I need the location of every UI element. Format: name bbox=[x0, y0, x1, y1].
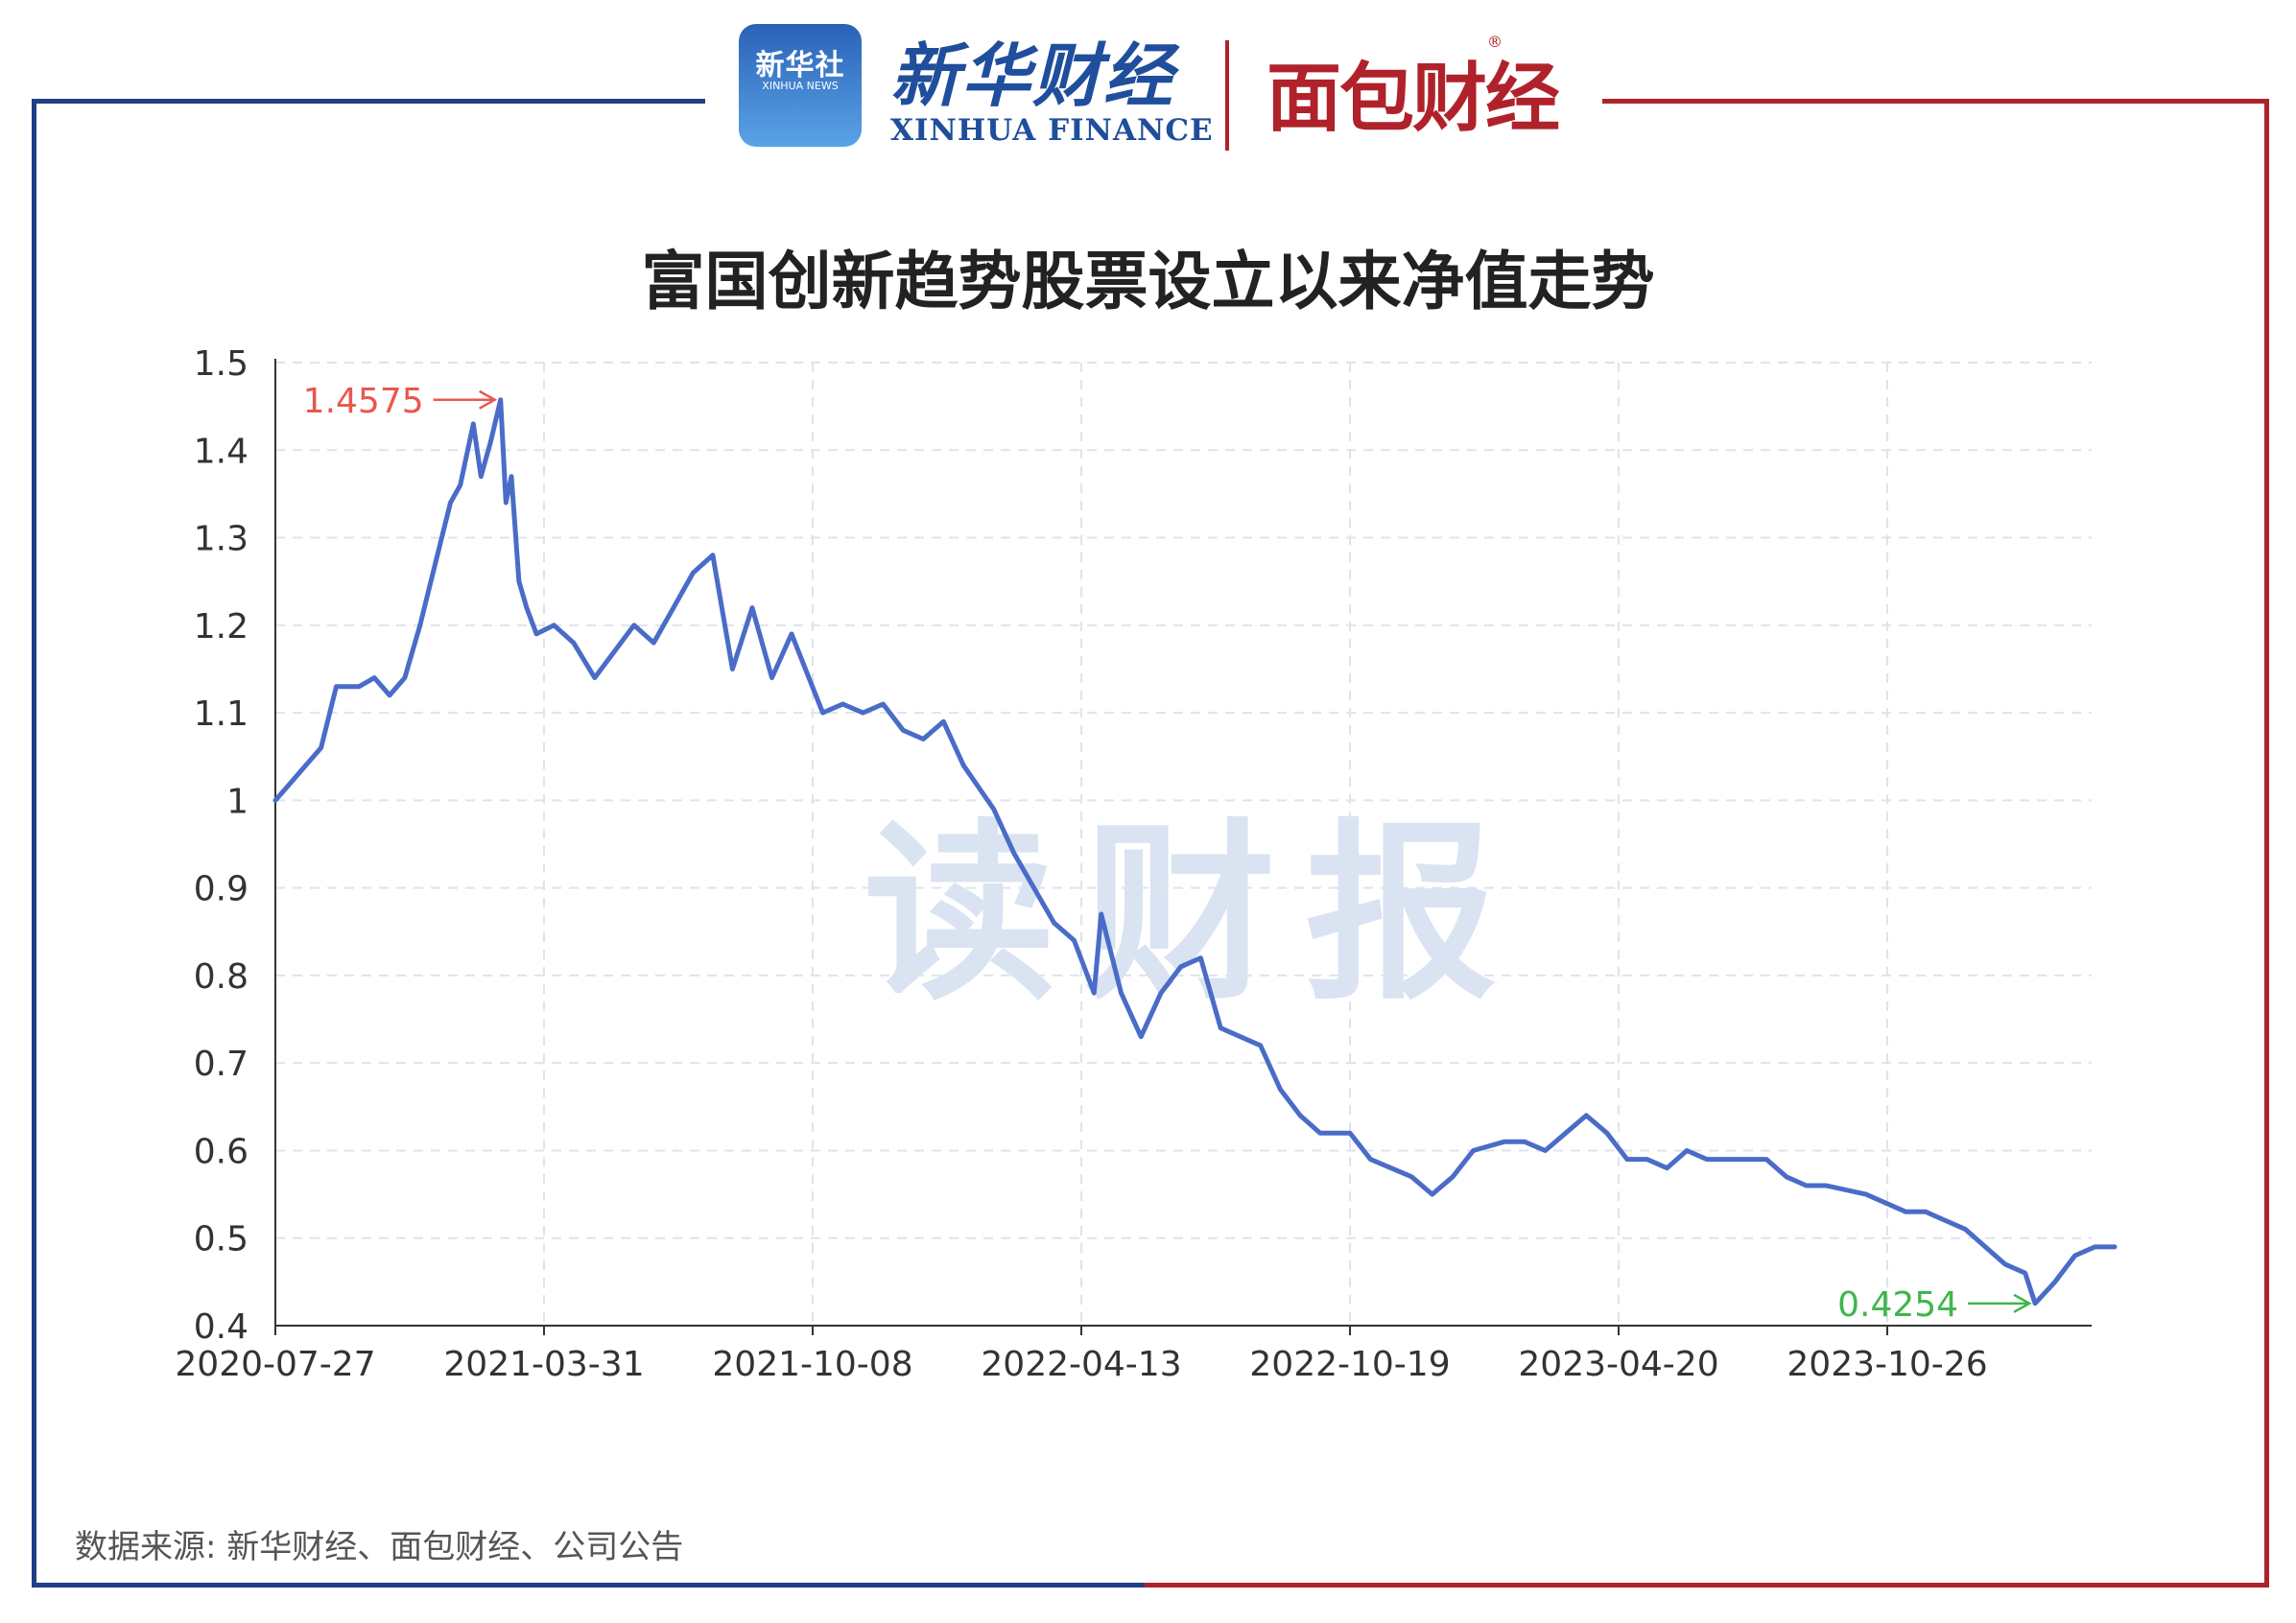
x-tick-label: 2021-10-08 bbox=[712, 1345, 912, 1384]
grid-lines bbox=[275, 362, 2092, 1326]
x-tick-label: 2022-10-19 bbox=[1249, 1345, 1450, 1384]
xinhua-finance-logo-en: XINHUA FINANCE bbox=[890, 113, 1214, 148]
watermark: 读财报 bbox=[864, 803, 1527, 1026]
y-tick-label: 1.5 bbox=[194, 344, 249, 384]
y-tick-label: 0.9 bbox=[194, 870, 249, 909]
xinhua-badge-text: 新华社 bbox=[755, 49, 845, 82]
axes bbox=[274, 359, 2092, 1335]
x-tick-labels: 2020-07-27 2021-03-31 2021-10-08 2022-04-13… bbox=[175, 1345, 1987, 1384]
xinhua-finance-logo-cn: 新华财经 bbox=[890, 35, 1175, 116]
y-tick-label: 0.4 bbox=[194, 1307, 249, 1347]
xinhua-news-logo: 新华社 XINHUA NEWS bbox=[739, 24, 862, 147]
frame-left bbox=[32, 99, 1145, 1588]
nav-series-line bbox=[272, 397, 2118, 1306]
y-tick-labels: 0.4 0.5 0.6 0.7 0.8 0.9 1 1.1 1.2 1.3 1.4 1.5 bbox=[194, 344, 249, 1347]
min-value-label: 0.4254 bbox=[1837, 1285, 1958, 1325]
max-arrow-head bbox=[479, 389, 498, 410]
frame-right bbox=[1145, 99, 2269, 1588]
y-tick-label: 1.1 bbox=[194, 694, 249, 734]
registered-mark: ® bbox=[1487, 33, 1503, 51]
y-tick-label: 0.7 bbox=[194, 1045, 249, 1084]
x-tick-label: 2023-04-20 bbox=[1518, 1345, 1718, 1384]
series-group bbox=[272, 397, 2118, 1306]
annotations-group: 1.4575 0.4254 bbox=[303, 382, 2032, 1325]
xinhua-badge-subtext: XINHUA NEWS bbox=[762, 80, 839, 92]
chart-title: 富国创新趋势股票设立以来净值走势 bbox=[641, 245, 1655, 318]
y-tick-label: 1 bbox=[226, 782, 249, 821]
y-tick-label: 1.3 bbox=[194, 520, 249, 559]
logo-divider bbox=[1225, 40, 1229, 151]
x-tick-label: 2022-04-13 bbox=[981, 1345, 1181, 1384]
x-tick-label: 2021-03-31 bbox=[443, 1345, 644, 1384]
y-tick-label: 1.4 bbox=[194, 432, 249, 471]
min-arrow-head bbox=[2013, 1293, 2032, 1313]
x-tick-label: 2020-07-27 bbox=[175, 1345, 375, 1384]
max-value-label: 1.4575 bbox=[303, 382, 424, 421]
mianbao-finance-logo: 面包财经 bbox=[1266, 56, 1560, 142]
source-note: 数据来源: 新华财经、面包财经、公司公告 bbox=[75, 1528, 684, 1566]
y-tick-label: 0.6 bbox=[194, 1132, 249, 1171]
y-tick-label: 0.8 bbox=[194, 957, 249, 997]
x-tick-label: 2023-10-26 bbox=[1787, 1345, 1987, 1384]
y-tick-label: 1.2 bbox=[194, 607, 249, 647]
y-tick-label: 0.5 bbox=[194, 1220, 249, 1259]
